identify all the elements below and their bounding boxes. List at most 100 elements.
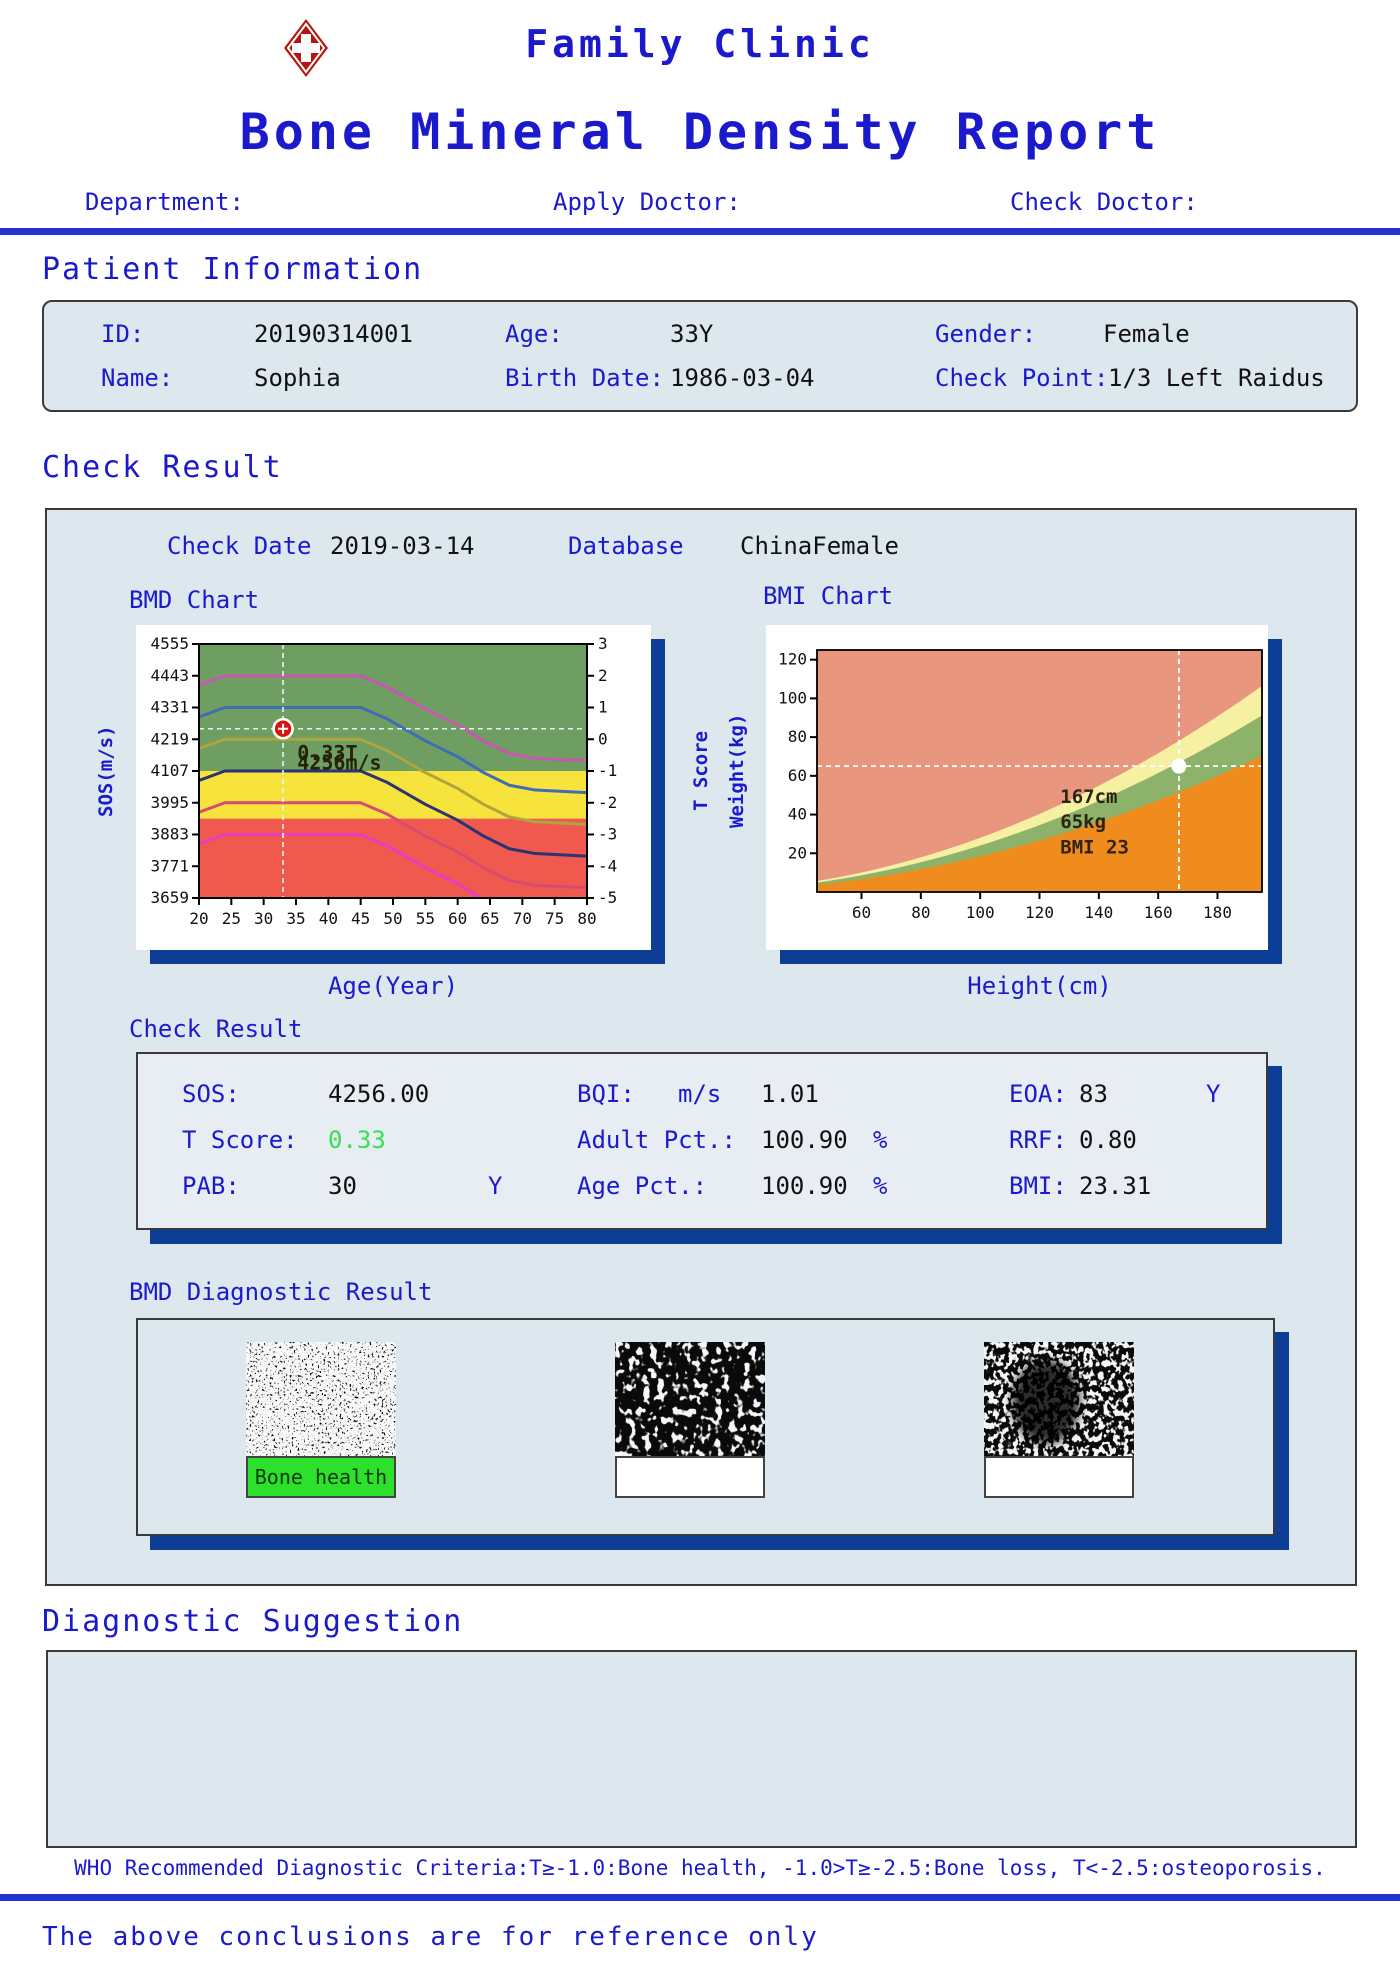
svg-text:4107: 4107 — [150, 761, 189, 780]
svg-text:40: 40 — [788, 805, 807, 824]
svg-text:4219: 4219 — [150, 729, 189, 748]
svg-text:4555: 4555 — [150, 634, 189, 653]
clinic-name: Family Clinic — [525, 22, 875, 66]
svg-text:35: 35 — [286, 909, 305, 928]
svg-text:-1: -1 — [598, 761, 617, 780]
svg-text:25: 25 — [222, 909, 241, 928]
bmi-y-axis-title: Weight(kg) — [726, 713, 748, 829]
svg-text:BMI 23: BMI 23 — [1060, 836, 1129, 858]
svg-text:60: 60 — [448, 909, 467, 928]
osteoporosis-label — [984, 1456, 1134, 1498]
svg-text:-5: -5 — [598, 888, 617, 907]
svg-text:0.33T: 0.33T — [297, 741, 357, 765]
svg-text:20: 20 — [189, 909, 208, 928]
patient-gender-value: Female — [1103, 320, 1190, 348]
department-label: Department: — [85, 188, 244, 216]
svg-text:60: 60 — [788, 766, 807, 785]
svg-text:80: 80 — [788, 727, 807, 746]
bmi-chart-panel: 167cm 65kg BMI 23 20 40 60 80 100 120 60 80 100 120 1… — [766, 625, 1268, 950]
database-label: Database — [568, 532, 684, 560]
svg-text:4256m/s: 4256m/s — [297, 751, 381, 775]
sos-label: SOS: — [182, 1080, 240, 1108]
patient-gender-label: Gender: — [935, 320, 1037, 348]
bmi-label: BMI: — [1009, 1172, 1067, 1200]
svg-text:160: 160 — [1144, 903, 1173, 922]
age-pct-label: Age Pct.: — [577, 1172, 708, 1200]
patient-checkpoint-label: Check Point: — [935, 364, 1109, 392]
footer-divider — [0, 1894, 1400, 1901]
tscore-label: T Score: — [182, 1126, 298, 1154]
svg-text:75: 75 — [545, 909, 564, 928]
svg-text:100: 100 — [966, 903, 995, 922]
diagnostic-box: Bone health — [136, 1318, 1275, 1536]
age-pct-unit: % — [873, 1172, 888, 1200]
svg-text:65: 65 — [480, 909, 499, 928]
clinic-logo-icon — [284, 19, 328, 77]
check-result-heading: Check Result — [42, 450, 283, 485]
sos-unit: m/s — [678, 1080, 722, 1108]
bmi-value: 23.31 — [1079, 1172, 1152, 1200]
bmi-x-axis-title: Height(cm) — [967, 972, 1112, 1000]
bmd-t-axis-title: T Score — [690, 730, 712, 812]
bqi-label: BQI: — [577, 1080, 635, 1108]
patient-age-label: Age: — [505, 320, 563, 348]
patient-birth-label: Birth Date: — [505, 364, 664, 392]
svg-text:100: 100 — [778, 688, 807, 707]
sos-value: 4256.00 — [328, 1080, 430, 1108]
eoa-value: 83 — [1079, 1080, 1108, 1108]
pab-value: 30 — [328, 1172, 357, 1200]
bmd-x-axis-title: Age(Year) — [327, 972, 459, 1000]
svg-text:3659: 3659 — [150, 888, 189, 907]
svg-text:120: 120 — [1025, 903, 1054, 922]
svg-text:70: 70 — [513, 909, 532, 928]
svg-text:60: 60 — [852, 903, 871, 922]
patient-id-label: ID: — [101, 320, 145, 348]
bmd-chart-label: BMD Chart — [129, 586, 260, 614]
svg-text:55: 55 — [416, 909, 435, 928]
tscore-value: 0.33 — [328, 1126, 386, 1154]
bone-texture-healthy — [246, 1342, 396, 1456]
bmd-chart-panel: 0.33T 4256m/s 4555 4443 4331 4219 4107 3995 3883… — [136, 625, 651, 950]
pab-unit: Y — [488, 1172, 503, 1200]
bqi-value: 1.01 — [761, 1080, 819, 1108]
patient-name-label: Name: — [101, 364, 174, 392]
patient-information-box: ID: 20190314001 Age: 33Y Gender: Female … — [42, 300, 1358, 412]
svg-text:180: 180 — [1203, 903, 1232, 922]
svg-text:-4: -4 — [598, 856, 617, 875]
svg-text:3995: 3995 — [150, 793, 189, 812]
patient-information-heading: Patient Information — [42, 252, 424, 287]
svg-text:20: 20 — [788, 843, 807, 862]
adult-pct-value: 100.90 — [761, 1126, 848, 1154]
svg-text:3883: 3883 — [150, 825, 189, 844]
rrf-label: RRF: — [1009, 1126, 1067, 1154]
bmd-y-axis-title: SOS(m/s) — [95, 725, 117, 817]
age-pct-value: 100.90 — [761, 1172, 848, 1200]
svg-text:45: 45 — [351, 909, 370, 928]
svg-text:120: 120 — [778, 650, 807, 669]
check-date-label: Check Date — [167, 532, 312, 560]
diagnostic-suggestion-heading: Diagnostic Suggestion — [42, 1604, 464, 1639]
check-result-subtitle: Check Result — [129, 1015, 303, 1043]
database-value: ChinaFemale — [740, 532, 899, 560]
patient-checkpoint-value: 1/3 Left Raidus — [1108, 364, 1325, 392]
bone-texture-osteoporosis — [984, 1342, 1134, 1456]
adult-pct-label: Adult Pct.: — [577, 1126, 736, 1154]
patient-age-value: 33Y — [670, 320, 714, 348]
bmi-chart-svg: 167cm 65kg BMI 23 20 40 60 80 100 120 60 80 100 120 1… — [778, 649, 1263, 922]
patient-name-value: Sophia — [254, 364, 341, 392]
result-values-box: SOS: 4256.00 m/s BQI: 1.01 EOA: 83 Y T S… — [136, 1052, 1268, 1230]
eoa-label: EOA: — [1009, 1080, 1067, 1108]
adult-pct-unit: % — [873, 1126, 888, 1154]
svg-text:140: 140 — [1084, 903, 1113, 922]
svg-text:30: 30 — [254, 909, 273, 928]
check-date-value: 2019-03-14 — [330, 532, 475, 560]
pab-label: PAB: — [182, 1172, 240, 1200]
svg-text:40: 40 — [319, 909, 338, 928]
diagnostic-suggestion-box[interactable] — [46, 1650, 1357, 1848]
svg-text:3: 3 — [598, 634, 608, 653]
svg-text:80: 80 — [577, 909, 596, 928]
svg-text:1: 1 — [598, 698, 608, 717]
svg-text:4331: 4331 — [150, 698, 189, 717]
apply-doctor-label: Apply Doctor: — [553, 188, 741, 216]
